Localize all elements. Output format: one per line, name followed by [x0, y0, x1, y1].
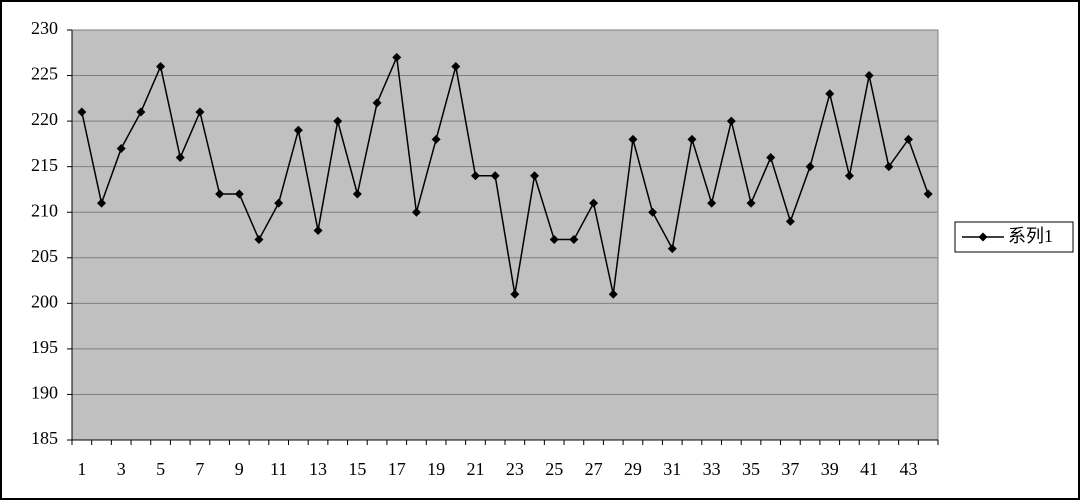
x-tick-label: 1	[77, 459, 86, 479]
x-tick-label: 7	[195, 459, 204, 479]
data-point	[392, 52, 402, 62]
x-tick-label: 3	[117, 459, 126, 479]
data-point	[175, 153, 185, 163]
data-point	[903, 134, 913, 144]
x-tick-label: 41	[860, 459, 878, 479]
data-point	[333, 116, 343, 126]
x-tick-label: 13	[309, 459, 327, 479]
y-tick-label: 220	[31, 109, 58, 129]
data-point	[628, 134, 638, 144]
x-tick-label: 17	[388, 459, 406, 479]
data-point	[805, 162, 815, 172]
x-tick-label: 25	[545, 459, 563, 479]
data-point	[707, 198, 717, 208]
data-point	[549, 235, 559, 245]
data-point	[667, 244, 677, 254]
data-point	[687, 134, 697, 144]
data-point	[234, 189, 244, 199]
data-point	[648, 207, 658, 217]
data-point	[372, 98, 382, 108]
data-point	[254, 235, 264, 245]
data-point	[136, 107, 146, 117]
x-tick-label: 35	[742, 459, 760, 479]
data-point	[746, 198, 756, 208]
data-point	[293, 125, 303, 135]
x-tick-label: 19	[427, 459, 445, 479]
x-tick-label: 33	[703, 459, 721, 479]
data-point	[195, 107, 205, 117]
data-point	[726, 116, 736, 126]
data-point	[490, 171, 500, 181]
data-point	[97, 198, 107, 208]
data-point	[274, 198, 284, 208]
x-tick-label: 15	[348, 459, 366, 479]
y-tick-label: 215	[31, 155, 58, 175]
x-tick-label: 27	[585, 459, 603, 479]
data-point	[608, 289, 618, 299]
data-point	[116, 143, 126, 153]
data-point	[215, 189, 225, 199]
data-point	[864, 71, 874, 81]
y-tick-label: 190	[31, 383, 58, 403]
data-point	[313, 225, 323, 235]
y-tick-label: 185	[31, 428, 58, 448]
legend: 系列1	[954, 221, 1074, 253]
legend-marker	[978, 232, 988, 242]
data-point	[530, 171, 540, 181]
data-point	[844, 171, 854, 181]
x-tick-label: 39	[821, 459, 839, 479]
x-tick-label: 29	[624, 459, 642, 479]
data-point	[431, 134, 441, 144]
y-tick-label: 200	[31, 291, 58, 311]
data-point	[411, 207, 421, 217]
data-point	[77, 107, 87, 117]
x-tick-label: 37	[781, 459, 799, 479]
x-tick-label: 21	[466, 459, 484, 479]
data-point	[156, 61, 166, 71]
data-point	[510, 289, 520, 299]
data-point	[923, 189, 933, 199]
data-point	[352, 189, 362, 199]
data-point	[451, 61, 461, 71]
data-point	[884, 162, 894, 172]
x-tick-label: 9	[235, 459, 244, 479]
data-point	[785, 216, 795, 226]
data-point	[589, 198, 599, 208]
x-tick-label: 11	[270, 459, 287, 479]
y-tick-label: 205	[31, 246, 58, 266]
data-point	[569, 235, 579, 245]
data-point	[766, 153, 776, 163]
x-tick-label: 5	[156, 459, 165, 479]
x-tick-label: 31	[663, 459, 681, 479]
y-tick-label: 210	[31, 200, 58, 220]
x-tick-label: 43	[899, 459, 917, 479]
legend-label: 系列1	[1008, 226, 1053, 246]
y-tick-label: 230	[31, 18, 58, 38]
y-tick-label: 195	[31, 337, 58, 357]
x-tick-label: 23	[506, 459, 524, 479]
data-point	[470, 171, 480, 181]
data-point	[825, 89, 835, 99]
y-tick-label: 225	[31, 64, 58, 84]
